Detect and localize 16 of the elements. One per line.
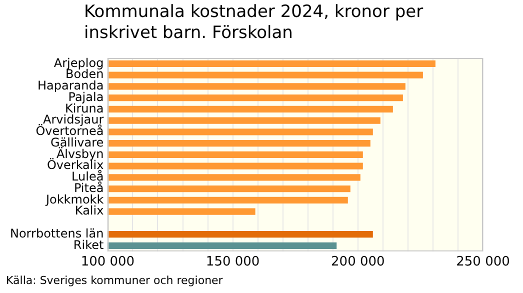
y-tick-label: Jokkmokk	[44, 192, 104, 206]
y-tick-label: Norrbottens län	[10, 226, 104, 240]
x-tick-label: 250 000	[456, 254, 510, 270]
x-tick-label: 150 000	[206, 254, 260, 270]
y-tick-label: Boden	[66, 67, 104, 82]
y-tick-label: Kalix	[74, 204, 104, 218]
y-tick-label: Riket	[73, 238, 104, 252]
y-tick-label: Piteå	[74, 180, 104, 195]
y-tick-label: Älvsbyn	[56, 146, 104, 161]
y-tick-label: Övertorneå	[36, 124, 104, 138]
y-tick-label: Arvidsjaur	[43, 112, 104, 127]
x-tick-label: 200 000	[331, 254, 385, 270]
chart-title: Kommunala kostnader 2024, kronor per inskrivet barn. Förskolan	[84, 2, 424, 44]
text: Källa: Sveriges kommuner och regioner	[6, 274, 223, 287]
x-tick-label: 100 000	[80, 254, 135, 270]
y-tick-label: Arjeplog	[54, 56, 104, 70]
